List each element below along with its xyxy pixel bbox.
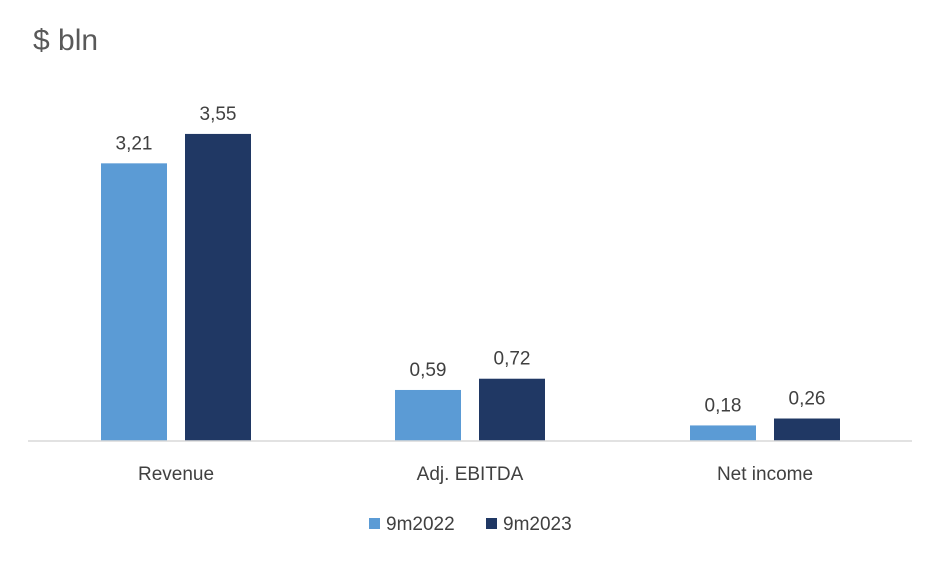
- category-label: Net income: [717, 464, 813, 485]
- category-label: Revenue: [138, 464, 214, 485]
- value-labels-group: 3,21 3,55 0,59 0,72 0,18 0,26: [116, 104, 826, 417]
- value-label: 0,26: [789, 389, 826, 410]
- legend-swatch: [369, 518, 380, 529]
- chart-title: $ bln: [33, 24, 99, 57]
- bar-9m2023-0: [185, 133, 251, 442]
- category-labels-group: Revenue Adj. EBITDA Net income: [138, 464, 813, 485]
- value-label: 0,72: [494, 349, 531, 370]
- value-label: 3,55: [200, 104, 237, 125]
- category-label: Adj. EBITDA: [417, 464, 524, 485]
- bars-group: [101, 133, 840, 442]
- value-label: 0,59: [410, 360, 447, 381]
- legend: 9m2022 9m2023: [369, 514, 572, 535]
- legend-label: 9m2022: [386, 514, 455, 535]
- bar-9m2022-0: [101, 163, 167, 441]
- legend-swatch: [486, 518, 497, 529]
- bar-9m2023-1: [479, 378, 545, 441]
- value-label: 0,18: [705, 395, 742, 416]
- value-label: 3,21: [116, 133, 153, 154]
- bar-9m2022-2: [690, 425, 756, 441]
- bar-9m2022-1: [395, 389, 461, 441]
- legend-label: 9m2023: [503, 514, 572, 535]
- bar-9m2023-2: [774, 418, 840, 441]
